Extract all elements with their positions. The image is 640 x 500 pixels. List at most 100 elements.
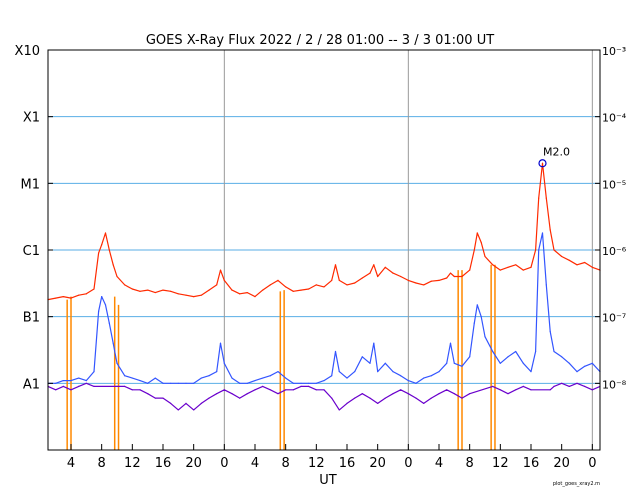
data-point	[407, 393, 409, 395]
data-point	[369, 397, 371, 399]
data-point	[223, 279, 225, 281]
data-point	[392, 370, 394, 373]
data-point	[85, 382, 87, 384]
x-axis-label: UT	[319, 473, 337, 488]
data-point	[62, 295, 64, 298]
data-point	[93, 385, 95, 387]
data-point	[170, 290, 172, 292]
data-point	[584, 365, 586, 367]
data-point	[216, 393, 218, 395]
x-tick-label: 20	[369, 456, 386, 471]
data-point	[535, 350, 537, 353]
data-point	[108, 249, 110, 251]
data-point	[373, 342, 375, 344]
data-point	[147, 289, 149, 291]
data-point	[292, 382, 294, 384]
data-point	[507, 266, 509, 268]
data-point	[277, 279, 279, 281]
x-tick-label: 12	[492, 456, 509, 471]
data-point	[93, 288, 95, 290]
data-point	[530, 266, 532, 268]
data-point	[112, 264, 114, 266]
data-point	[185, 402, 187, 405]
data-point	[139, 389, 141, 391]
data-point	[430, 375, 432, 377]
data-point	[177, 409, 179, 411]
data-point	[185, 294, 187, 296]
data-point	[561, 255, 563, 258]
x-tick-label: 16	[155, 456, 172, 471]
y-tick-label-right: 10⁻⁷	[602, 312, 626, 325]
data-point	[116, 275, 118, 278]
data-point	[584, 261, 586, 264]
data-point	[553, 249, 555, 251]
data-point	[499, 269, 501, 271]
y-tick-label-left: B1	[23, 311, 40, 326]
data-point	[70, 379, 72, 382]
data-point	[108, 322, 110, 324]
data-point	[545, 197, 547, 199]
data-point	[469, 269, 471, 271]
data-point	[446, 277, 448, 279]
data-point	[373, 264, 375, 266]
y-tick-label-right: 10⁻⁸	[602, 378, 627, 391]
x-tick-label: 20	[185, 456, 202, 471]
data-point	[549, 389, 551, 391]
data-point	[154, 397, 156, 399]
data-point	[469, 393, 471, 395]
data-point	[568, 259, 570, 261]
data-point	[254, 389, 256, 391]
data-point	[208, 289, 210, 291]
data-point	[262, 377, 264, 379]
data-point	[300, 382, 302, 384]
chart-title: GOES X-Ray Flux 2022 / 2 / 28 01:00 -- 3…	[146, 33, 494, 48]
y-tick-label-right: 10⁻⁶	[602, 245, 627, 258]
data-point	[269, 284, 271, 286]
data-point	[553, 350, 555, 353]
data-point	[124, 375, 126, 377]
data-point	[591, 362, 593, 364]
data-point	[361, 356, 363, 358]
data-point	[369, 272, 371, 274]
data-point	[147, 382, 149, 384]
data-point	[384, 362, 386, 364]
data-point	[277, 370, 279, 373]
data-point	[101, 244, 103, 246]
data-point	[469, 356, 471, 358]
data-point	[549, 229, 551, 231]
data-point	[315, 382, 317, 384]
data-point	[246, 291, 248, 294]
data-point	[346, 402, 348, 405]
series-line	[48, 232, 601, 384]
data-point	[70, 389, 72, 391]
x-tick-label: 4	[435, 456, 443, 471]
data-point	[216, 284, 218, 286]
data-point	[170, 402, 172, 405]
data-point	[541, 162, 544, 164]
data-point	[400, 375, 402, 377]
data-point	[262, 385, 264, 387]
y-tick-label-left: X1	[23, 111, 40, 126]
data-point	[392, 272, 394, 274]
data-point	[423, 377, 425, 379]
data-point	[549, 330, 551, 333]
data-point	[104, 232, 107, 234]
flare-peak-label: M2.0	[543, 145, 570, 158]
data-point	[354, 282, 356, 284]
data-point	[576, 382, 578, 384]
data-point	[101, 295, 103, 298]
data-point	[449, 272, 452, 274]
data-point	[430, 280, 432, 282]
data-point	[124, 284, 126, 286]
data-series	[47, 162, 601, 450]
data-point	[499, 389, 501, 391]
data-point	[116, 385, 118, 387]
data-point	[473, 322, 475, 324]
data-point	[331, 279, 333, 281]
data-point	[200, 402, 202, 405]
data-point	[484, 255, 486, 258]
data-point	[131, 389, 133, 391]
data-point	[162, 397, 164, 399]
data-point	[522, 362, 524, 364]
